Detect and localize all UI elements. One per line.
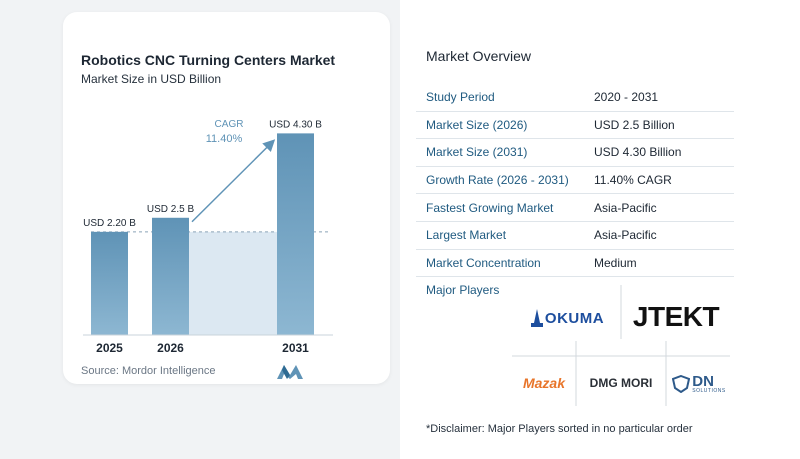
overview-title: Market Overview bbox=[426, 48, 532, 64]
okuma-mark-icon bbox=[530, 309, 543, 327]
x-tick-2025: 2025 bbox=[96, 341, 123, 355]
data-label-2031: USD 4.30 B bbox=[269, 119, 322, 130]
row-value: Asia-Pacific bbox=[584, 221, 734, 250]
table-row: Fastest Growing Market Asia-Pacific bbox=[416, 193, 734, 222]
table-row: Market Size (2026) USD 2.5 Billion bbox=[416, 111, 734, 140]
row-value: USD 2.5 Billion bbox=[584, 111, 734, 140]
players-grid-lines bbox=[512, 285, 730, 406]
mazak-logo: Mazak bbox=[516, 369, 572, 397]
bar-2025 bbox=[91, 231, 128, 335]
dn-wordmark: DN bbox=[692, 373, 714, 390]
row-key: Market Size (2026) bbox=[416, 111, 584, 140]
okuma-wordmark: OKUMA bbox=[544, 309, 605, 327]
data-label-2026: USD 2.5 B bbox=[147, 204, 195, 215]
cagr-value: 11.40% bbox=[206, 133, 243, 145]
jtekt-logo: JTEKT bbox=[624, 297, 728, 337]
dmg-mori-wordmark: DMG MORI bbox=[589, 376, 653, 390]
row-key: Study Period bbox=[416, 84, 584, 112]
jtekt-wordmark: JTEKT bbox=[632, 301, 720, 332]
growth-band bbox=[189, 231, 277, 335]
cagr-label: CAGR bbox=[215, 119, 244, 130]
bar-chart: USD 2.20 B 2025 USD 2.5 B 2026 USD 4.30 B 203… bbox=[83, 119, 333, 355]
table-row: Market Concentration Medium bbox=[416, 249, 734, 278]
disclaimer: *Disclaimer: Major Players sorted in no … bbox=[426, 423, 693, 435]
bar-2026 bbox=[152, 217, 189, 335]
dn-tagline: SOLUTIONS bbox=[692, 388, 726, 394]
source-label: Source: Mordor Intelligence bbox=[81, 365, 216, 377]
major-players-grid: OKUMA JTEKT Mazak DMG MORI DN SOLUTIONS bbox=[510, 283, 732, 408]
chart-title: Robotics CNC Turning Centers Market bbox=[81, 52, 336, 68]
data-label-2025: USD 2.20 B bbox=[83, 218, 136, 229]
x-tick-2026: 2026 bbox=[157, 341, 184, 355]
row-key: Largest Market bbox=[416, 221, 584, 250]
overview-panel: Market Overview Study Period 2020 - 2031 … bbox=[400, 0, 800, 459]
chart-subtitle: Market Size in USD Billion bbox=[81, 72, 222, 86]
table-row: Market Size (2031) USD 4.30 Billion bbox=[416, 138, 734, 167]
dn-solutions-logo: DN SOLUTIONS bbox=[668, 367, 730, 401]
okuma-logo: OKUMA bbox=[520, 305, 615, 331]
row-value: Medium bbox=[584, 249, 734, 278]
mazak-wordmark: Mazak bbox=[522, 375, 566, 391]
row-value: 2020 - 2031 bbox=[584, 84, 734, 112]
mordor-intelligence-logo-icon bbox=[277, 365, 303, 379]
table-row: Largest Market Asia-Pacific bbox=[416, 221, 734, 250]
dmg-mori-logo: DMG MORI bbox=[578, 369, 664, 397]
row-key: Market Size (2031) bbox=[416, 138, 584, 167]
row-key: Market Concentration bbox=[416, 249, 584, 278]
bar-2031 bbox=[277, 133, 314, 335]
table-row: Growth Rate (2026 - 2031) 11.40% CAGR bbox=[416, 166, 734, 195]
major-players-title: Major Players bbox=[426, 283, 500, 297]
row-value: 11.40% CAGR bbox=[584, 166, 734, 195]
x-tick-2031: 2031 bbox=[282, 341, 309, 355]
row-key: Fastest Growing Market bbox=[416, 193, 584, 222]
table-row: Study Period 2020 - 2031 bbox=[416, 84, 734, 112]
chart-card: Robotics CNC Turning Centers Market Mark… bbox=[63, 12, 390, 384]
row-value: USD 4.30 Billion bbox=[584, 138, 734, 167]
row-value: Asia-Pacific bbox=[584, 193, 734, 222]
cagr-arrow bbox=[191, 139, 276, 223]
overview-table: Study Period 2020 - 2031 Market Size (202… bbox=[416, 84, 734, 278]
row-key: Growth Rate (2026 - 2031) bbox=[416, 166, 584, 195]
dn-shield-icon bbox=[672, 375, 691, 393]
